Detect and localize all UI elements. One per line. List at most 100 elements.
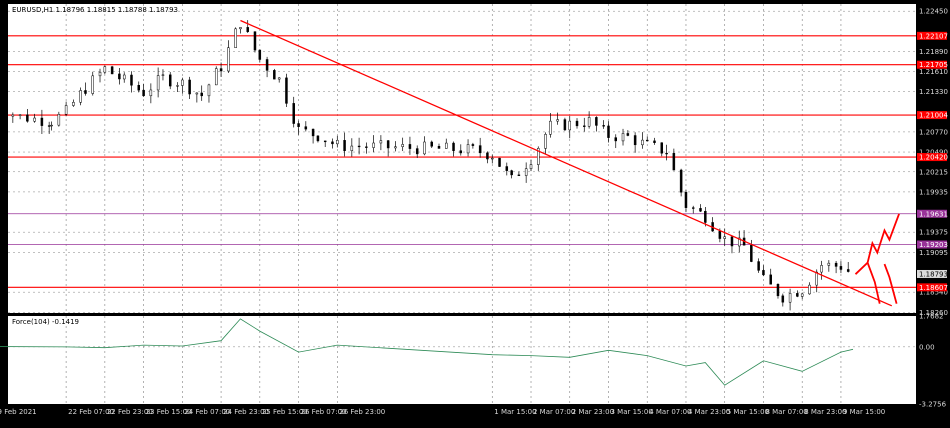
candle-body	[544, 134, 547, 149]
candle-body	[498, 157, 501, 167]
candle-body	[478, 145, 482, 154]
candle-body	[691, 207, 695, 209]
candle-body	[834, 262, 838, 267]
candle-body	[285, 77, 288, 104]
candle-body	[149, 89, 153, 97]
x-tick-label: 9 Mar 15:00	[843, 408, 885, 416]
candle-body	[168, 74, 172, 87]
price-axis-indicator	[916, 316, 948, 404]
main-plot-area[interactable]	[8, 4, 916, 313]
candle-body	[323, 140, 327, 143]
y-tick-label: 1.19095	[919, 249, 948, 257]
candle-body	[234, 28, 237, 48]
x-tick-label: 22 Feb 23:00	[107, 408, 153, 416]
candle-body	[246, 27, 249, 32]
trendline	[240, 19, 893, 307]
candle-body	[466, 144, 470, 154]
candle-body	[336, 140, 339, 145]
candle-body	[800, 293, 804, 297]
x-tick-label: 2 Mar 23:00	[572, 408, 614, 416]
candle-body	[684, 191, 688, 208]
candle-body	[11, 114, 15, 117]
candle-body	[704, 210, 707, 223]
price-tag-label: 1.18607	[919, 284, 948, 292]
candle-body	[737, 237, 741, 247]
candle-body	[200, 92, 203, 97]
candle-body	[633, 135, 637, 146]
candle-body	[265, 59, 269, 71]
candle-body	[568, 120, 571, 131]
current-price-tag	[917, 269, 947, 278]
x-tick-label: 24 Feb 07:00	[184, 408, 230, 416]
candle-body	[297, 123, 300, 127]
candle-body	[181, 79, 184, 86]
candle-body	[84, 90, 87, 94]
y-tick-label: 1.19375	[919, 229, 948, 237]
candle-body	[156, 75, 160, 91]
force-y-tick-label: 0.00	[919, 343, 935, 351]
projection-path	[866, 262, 881, 304]
candle-body	[91, 75, 94, 94]
indicator-plot-area[interactable]	[8, 316, 916, 404]
x-tick-label: 8 Mar 07:00	[765, 408, 807, 416]
candle-body	[757, 261, 760, 271]
indicator-title: Force(104) -0.1419	[12, 318, 79, 326]
x-tick-label: 1 Mar 15:00	[494, 408, 536, 416]
price-tag	[917, 31, 947, 40]
candle-body	[602, 125, 605, 127]
candle-body	[118, 73, 121, 80]
y-tick-label: 1.18260	[919, 309, 948, 317]
candle-body	[549, 120, 552, 135]
y-tick-label: 1.18540	[919, 289, 948, 297]
candle-body	[343, 140, 346, 151]
candle-body	[660, 142, 664, 154]
x-tick-label: 26 Feb 23:00	[339, 408, 385, 416]
price-tag-label: 1.21705	[919, 61, 948, 69]
candle-body	[430, 141, 433, 147]
candle-body	[750, 245, 753, 262]
candle-body	[510, 170, 513, 176]
candle-body	[47, 125, 51, 127]
candle-body	[311, 128, 315, 137]
candle-body	[486, 152, 489, 160]
candle-body	[607, 125, 610, 138]
candle-body	[316, 135, 320, 142]
force-line	[0, 318, 854, 386]
candle-body	[379, 140, 383, 144]
x-tick-label: 2 Mar 07:00	[533, 408, 575, 416]
x-tick-label: 3 Mar 15:00	[610, 408, 652, 416]
candle-body	[239, 27, 242, 30]
candle-body	[846, 269, 850, 272]
candle-body	[679, 169, 683, 193]
price-tag-label: 1.20420	[919, 154, 948, 162]
y-axis-labels: 1.22450 1.21890 1.21610 1.21330 1.20770 1.204…	[919, 8, 948, 409]
price-tag	[917, 240, 947, 249]
price-tag	[917, 153, 947, 162]
x-tick-label: 19 Feb 2021	[0, 408, 37, 416]
candle-body	[537, 148, 540, 165]
candle-body	[491, 157, 494, 160]
horizontal-levels	[8, 35, 916, 288]
candle-body	[575, 120, 579, 127]
candle-body	[730, 236, 734, 247]
candle-body	[64, 105, 68, 115]
candle-body	[665, 152, 668, 155]
candle-body	[176, 85, 179, 87]
candle-body	[188, 79, 191, 95]
price-tag	[917, 283, 947, 292]
candle-body	[815, 271, 818, 286]
candle-body	[40, 117, 44, 126]
candle-body	[408, 144, 412, 149]
candle-body	[72, 102, 75, 106]
x-tick-label: 22 Feb 07:00	[68, 408, 114, 416]
candle-body	[517, 174, 521, 176]
candle-body	[415, 148, 419, 155]
force-index-series	[0, 318, 916, 386]
candle-body	[788, 293, 792, 303]
candle-body	[331, 141, 334, 145]
candle-body	[227, 47, 230, 72]
candle-body	[423, 141, 426, 155]
candle-body	[471, 144, 475, 146]
candle-body	[781, 295, 785, 303]
